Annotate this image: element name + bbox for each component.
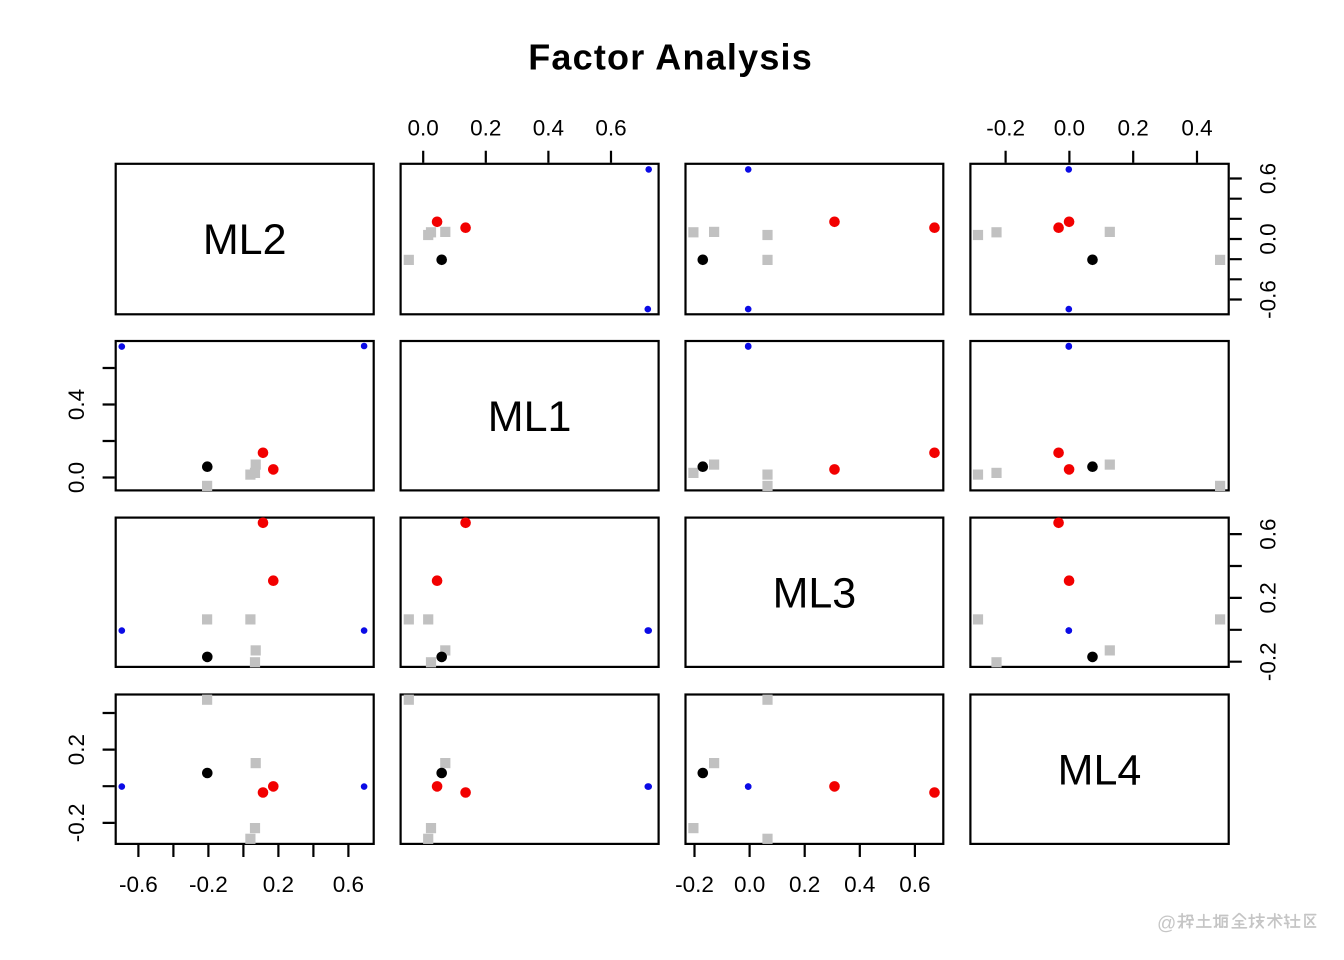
svg-text:-0.2: -0.2 xyxy=(986,115,1025,140)
svg-text:0.0: 0.0 xyxy=(408,115,439,140)
svg-text:0.2: 0.2 xyxy=(1118,115,1149,140)
svg-text:0.4: 0.4 xyxy=(844,872,875,897)
svg-text:0.2: 0.2 xyxy=(1255,582,1280,613)
svg-text:0.6: 0.6 xyxy=(595,115,626,140)
svg-text:0.0: 0.0 xyxy=(64,462,89,493)
svg-text:ML2: ML2 xyxy=(203,216,287,264)
svg-text:0.0: 0.0 xyxy=(734,872,765,897)
svg-text:-0.6: -0.6 xyxy=(1255,280,1280,319)
svg-text:Factor Analysis: Factor Analysis xyxy=(528,36,813,77)
svg-text:0.2: 0.2 xyxy=(789,872,820,897)
svg-text:0.0: 0.0 xyxy=(1054,115,1085,140)
svg-text:-0.2: -0.2 xyxy=(64,804,89,843)
svg-text:0.2: 0.2 xyxy=(263,872,294,897)
svg-text:ML1: ML1 xyxy=(488,393,572,441)
svg-text:0.6: 0.6 xyxy=(333,872,364,897)
svg-text:0.4: 0.4 xyxy=(64,389,89,420)
svg-text:ML3: ML3 xyxy=(773,569,857,617)
svg-text:-0.6: -0.6 xyxy=(119,872,158,897)
svg-text:-0.2: -0.2 xyxy=(1255,642,1280,681)
svg-text:0.0: 0.0 xyxy=(1255,223,1280,254)
svg-text:0.2: 0.2 xyxy=(470,115,501,140)
svg-text:-0.2: -0.2 xyxy=(189,872,228,897)
svg-text:-0.2: -0.2 xyxy=(675,872,714,897)
svg-text:@: @ xyxy=(1157,914,1176,935)
svg-text:0.6: 0.6 xyxy=(1255,163,1280,194)
svg-text:0.4: 0.4 xyxy=(533,115,564,140)
svg-text:ML4: ML4 xyxy=(1058,746,1142,794)
svg-text:0.6: 0.6 xyxy=(1255,518,1280,549)
svg-text:0.6: 0.6 xyxy=(899,872,930,897)
svg-text:0.4: 0.4 xyxy=(1181,115,1212,140)
svg-text:0.2: 0.2 xyxy=(64,734,89,765)
